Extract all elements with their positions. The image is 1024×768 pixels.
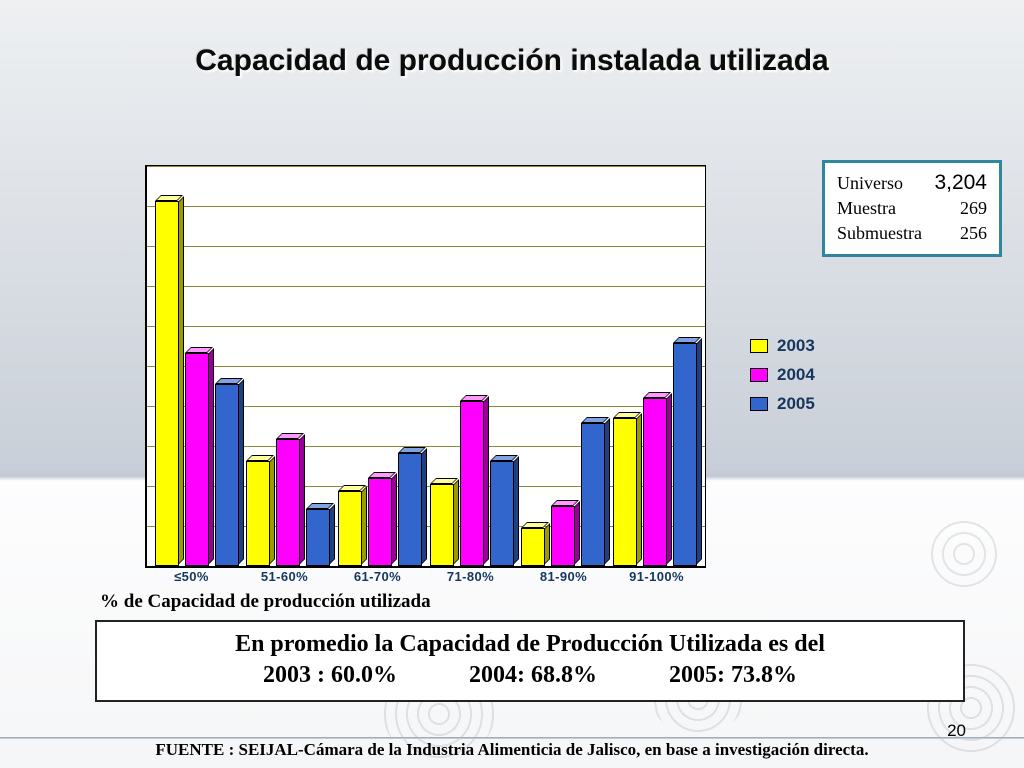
- bar-group: [154, 166, 239, 566]
- bar-2005: [489, 461, 514, 566]
- legend-label: 2004: [777, 365, 815, 384]
- summary-value-2004: 2004: 68.8%: [469, 662, 597, 688]
- bar-group: [613, 166, 698, 566]
- bar-2003: [338, 491, 363, 566]
- bar-2005: [214, 384, 239, 566]
- bar-2005: [581, 423, 606, 566]
- legend: 2003 2004 2005: [750, 336, 815, 414]
- category-label: ≤50%: [174, 569, 209, 584]
- slide-title: Capacidad de producción instalada utiliz…: [195, 44, 829, 77]
- bar-2005: [306, 509, 331, 566]
- legend-swatch-icon: [750, 368, 768, 382]
- bar-2003: [246, 461, 271, 566]
- footer-source: FUENTE : SEIJAL-Cámara de la Industria A…: [155, 740, 869, 759]
- chart-plot: [145, 165, 706, 568]
- legend-swatch-icon: [750, 397, 768, 411]
- bar-2003: [154, 201, 179, 566]
- bar-2004: [643, 398, 668, 566]
- category-label: 51-60%: [260, 569, 309, 584]
- bar-group: [246, 166, 331, 566]
- muestra-value: 269: [960, 198, 987, 218]
- bar-2004: [368, 478, 393, 566]
- bar-2005: [673, 343, 698, 566]
- page-number: 20: [947, 721, 966, 740]
- bar-2004: [459, 401, 484, 566]
- legend-swatch-icon: [750, 339, 768, 353]
- summary-intro: En promedio la Capacidad de Producción U…: [235, 631, 825, 657]
- category-label: 71-80%: [446, 569, 495, 584]
- bar-2005: [398, 453, 423, 566]
- info-row-universo: Universo 3,204: [837, 171, 987, 196]
- category-label: 61-70%: [353, 569, 402, 584]
- muestra-label: Muestra: [837, 198, 896, 218]
- info-box: Universo 3,204 Muestra 269 Submuestra 25…: [822, 160, 1002, 257]
- category-label: 91-100%: [629, 569, 684, 584]
- bar-group: [338, 166, 423, 566]
- category-label: 81-90%: [539, 569, 588, 584]
- summary-values: 2003 : 60.0% 2004: 68.8% 2005: 73.8%: [107, 662, 953, 689]
- bar-2003: [521, 528, 546, 566]
- category-axis: ≤50% 51-60% 61-70% 71-80% 81-90% 91-100%: [145, 569, 703, 584]
- legend-item: 2005: [750, 394, 815, 414]
- legend-item: 2003: [750, 336, 815, 356]
- bar-2004: [276, 439, 301, 566]
- summary-value-2005: 2005: 73.8%: [669, 662, 797, 688]
- universo-label: Universo: [837, 173, 903, 193]
- legend-label: 2003: [777, 336, 815, 355]
- ripple-decoration: [928, 518, 1000, 590]
- submuestra-label: Submuestra: [837, 223, 922, 243]
- bar-group: [521, 166, 606, 566]
- legend-label: 2005: [777, 394, 815, 413]
- bar-2003: [429, 484, 454, 566]
- legend-item: 2004: [750, 365, 815, 385]
- bar-groups: [147, 166, 705, 566]
- summary-value-2003: 2003 : 60.0%: [263, 662, 397, 688]
- summary-box: En promedio la Capacidad de Producción U…: [95, 620, 965, 702]
- universo-value: 3,204: [934, 171, 987, 194]
- bar-2004: [551, 506, 576, 566]
- bar-group: [429, 166, 514, 566]
- info-row-submuestra: Submuestra 256: [837, 221, 987, 246]
- bar-2003: [613, 418, 638, 566]
- x-axis-title: % de Capacidad de producción utilizada: [100, 591, 431, 612]
- footer-divider: [0, 737, 1024, 739]
- bar-2004: [184, 353, 209, 566]
- info-row-muestra: Muestra 269: [837, 196, 987, 221]
- submuestra-value: 256: [960, 223, 987, 243]
